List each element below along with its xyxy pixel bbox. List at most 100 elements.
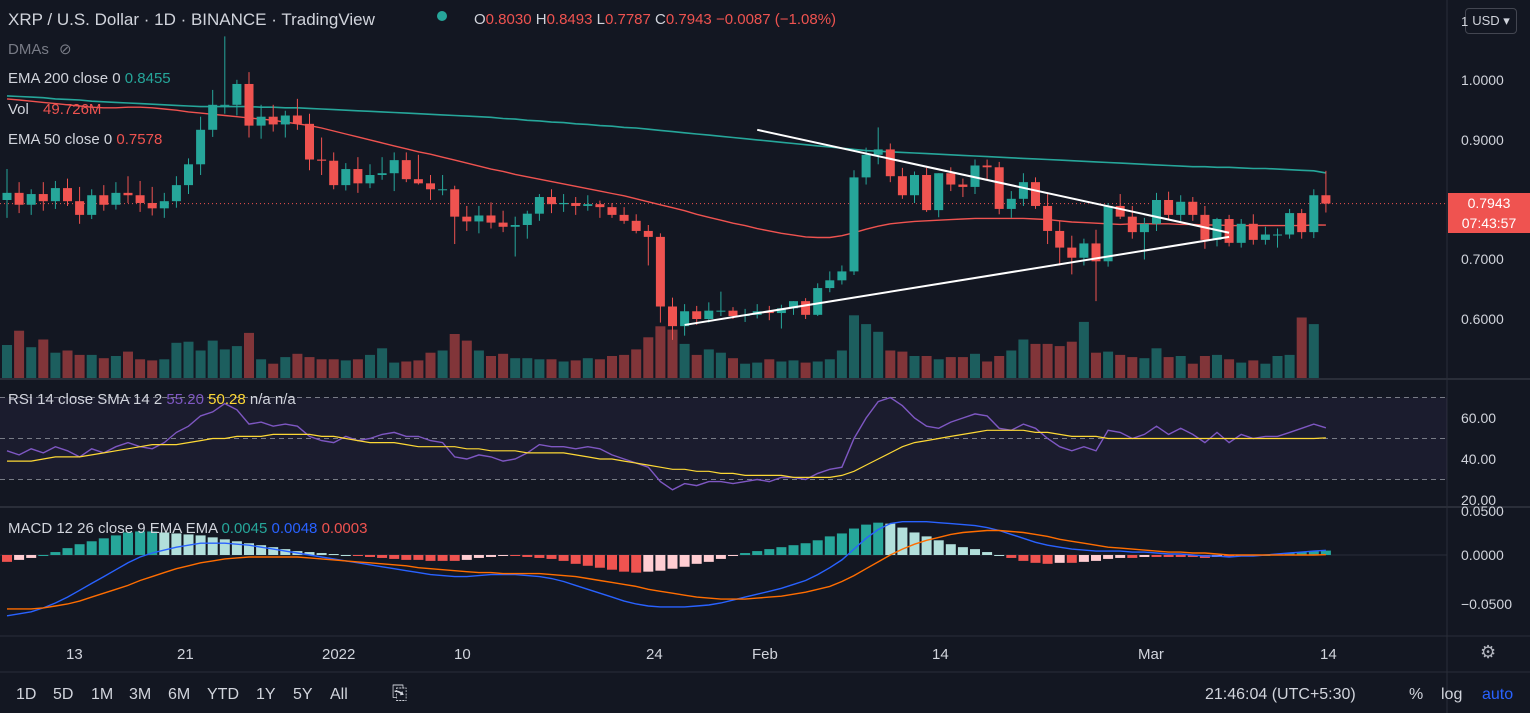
candle-body [522,213,532,225]
volume-legend[interactable]: Vol 49.726M [8,101,101,118]
macd-histogram-bar [147,531,158,555]
candle-body [1176,201,1186,215]
candle-body [38,194,48,202]
range-6m-button[interactable]: 6M [168,686,191,703]
auto-toggle[interactable]: auto [1482,686,1514,703]
candle-body [1321,195,1331,204]
volume-bar [1163,357,1174,378]
volume-bar [655,326,666,378]
volume-bar [50,352,61,378]
volume-bar [897,351,908,378]
macd-histogram-bar [1296,552,1307,555]
candle-body [1260,234,1270,240]
candle-body [1055,230,1065,248]
candle-body [171,185,181,202]
macd-histogram-bar [62,548,73,555]
symbol-title[interactable]: XRP / U.S. Dollar · 1D · BINANCE · Tradi… [8,10,375,29]
candle-body [341,169,351,186]
volume-bar [957,357,968,378]
ema50-legend[interactable]: EMA 50 close 0 0.7578 [8,131,162,148]
rsi-legend[interactable]: RSI 14 close SMA 14 2 55.20 50.28 n/a n/… [8,391,296,408]
candle-body [728,310,738,317]
volume-bar [1236,362,1247,378]
macd-line [6,521,1326,617]
price-tick: 1.0000 [1461,72,1504,88]
macd-histogram-bar [1187,555,1198,557]
volume-bar [377,348,388,378]
volume-bar [703,349,714,378]
candle-body [208,104,218,130]
triangle-trendline [756,128,1230,234]
candle-body [123,192,133,196]
candle-body [692,311,702,319]
macd-histogram-bar [861,524,872,555]
time-tick: Feb [752,646,778,663]
log-toggle[interactable]: log [1441,686,1463,703]
macd-histogram-bar [328,554,339,556]
macd-histogram-bar [1018,555,1029,561]
candle-body [474,215,484,222]
volume-bar [389,362,400,378]
volume-bar [135,359,146,378]
time-tick: 10 [454,646,471,663]
percent-toggle[interactable]: % [1409,686,1424,703]
time-tick: Mar [1138,646,1164,663]
visibility-off-icon[interactable]: ⊘ [59,41,72,58]
volume-bar [994,356,1005,378]
volume-bar [970,353,980,378]
range-3m-button[interactable]: 3M [129,686,152,703]
candle-body [1018,182,1028,199]
candle-body [317,159,327,161]
clock-readout[interactable]: 21:46:04 (UTC+5:30) [1205,686,1356,703]
settings-icon[interactable]: ⚙ [1480,642,1497,662]
volume-bar [570,360,581,378]
volume-bar [510,358,521,378]
dmas-legend[interactable]: DMAs ⊘ [8,40,72,58]
macd-histogram-bar [534,555,545,558]
ema200-legend[interactable]: EMA 200 close 0 0.8455 [8,70,171,87]
candle-body [1273,234,1282,236]
macd-histogram-bar [231,541,242,555]
range-5y-button[interactable]: 5Y [293,686,313,703]
currency-button[interactable]: USD ▾ [1465,8,1517,34]
macd-histogram-bar [679,555,690,567]
candle-body [776,308,786,314]
range-ytd-button[interactable]: YTD [207,686,239,703]
macd-histogram-bar [1115,555,1126,558]
change-value: −0.0087 (−1.08%) [715,11,837,28]
macd-histogram-bar [643,555,654,572]
macd-histogram-bar [752,551,763,555]
volume-bar [14,330,25,378]
volume-bar [171,342,182,378]
range-1m-button[interactable]: 1M [91,686,114,703]
macd-histogram-bar [1103,555,1114,559]
range-all-button[interactable]: All [330,686,348,703]
candle-body [1043,205,1053,231]
macd-histogram-bar [1151,555,1162,557]
calendar-range-icon[interactable]: ⎘ [392,683,408,704]
macd-histogram-bar [38,555,49,556]
macd-histogram-bar [86,541,97,555]
candle-body [849,177,859,272]
macd-histogram-bar [352,555,363,556]
candle-body [897,176,907,196]
range-5d-button[interactable]: 5D [53,686,74,703]
macd-histogram-bar [824,536,835,555]
low-label: L [596,11,605,28]
low-value: 0.7787 [604,11,651,28]
candle-body [280,115,290,125]
macd-histogram-bar [1284,553,1295,555]
volume-bar [159,359,170,378]
candle-body [910,175,919,196]
time-tick: 21 [177,646,194,663]
volume-bar [110,356,121,378]
macd-histogram-bar [425,555,436,561]
macd-histogram-bar [849,528,859,555]
range-1y-button[interactable]: 1Y [256,686,276,703]
macd-histogram-bar [1042,555,1053,564]
macd-legend[interactable]: MACD 12 26 close 9 EMA EMA 0.0045 0.0048… [8,520,367,537]
candle-body [885,149,895,177]
macd-tick: 0.0000 [1461,547,1504,563]
range-1d-button[interactable]: 1D [16,686,37,703]
